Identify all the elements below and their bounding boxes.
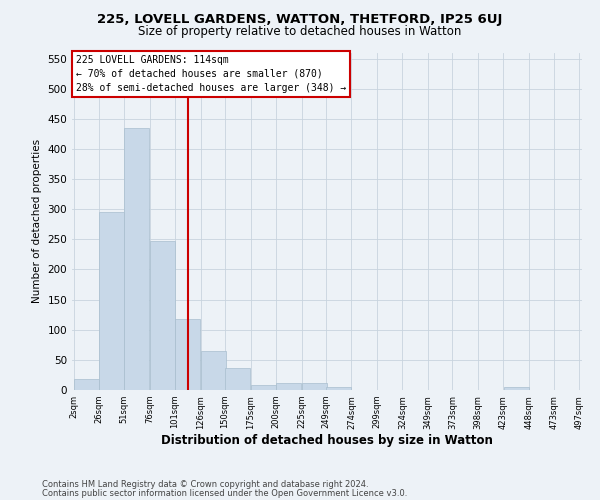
Text: Contains public sector information licensed under the Open Government Licence v3: Contains public sector information licen… <box>42 490 407 498</box>
Bar <box>99 212 124 390</box>
Bar <box>124 128 149 390</box>
Bar <box>226 368 250 390</box>
Text: 225 LOVELL GARDENS: 114sqm
← 70% of detached houses are smaller (870)
28% of sem: 225 LOVELL GARDENS: 114sqm ← 70% of deta… <box>76 55 346 93</box>
Bar <box>504 387 529 390</box>
Y-axis label: Number of detached properties: Number of detached properties <box>32 139 42 304</box>
Bar <box>302 383 326 390</box>
Text: Size of property relative to detached houses in Watton: Size of property relative to detached ho… <box>139 25 461 38</box>
Bar <box>326 387 351 390</box>
Bar <box>175 319 200 390</box>
Bar <box>150 240 175 390</box>
Bar <box>251 384 275 390</box>
Text: 225, LOVELL GARDENS, WATTON, THETFORD, IP25 6UJ: 225, LOVELL GARDENS, WATTON, THETFORD, I… <box>97 12 503 26</box>
Text: Contains HM Land Registry data © Crown copyright and database right 2024.: Contains HM Land Registry data © Crown c… <box>42 480 368 489</box>
Bar <box>277 383 301 390</box>
X-axis label: Distribution of detached houses by size in Watton: Distribution of detached houses by size … <box>161 434 493 448</box>
Bar <box>201 351 226 390</box>
Bar <box>74 379 99 390</box>
